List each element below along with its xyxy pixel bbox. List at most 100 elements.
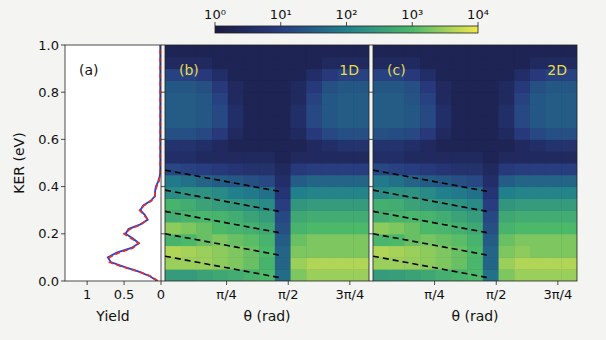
heat-cell (546, 187, 562, 199)
heat-cell (165, 45, 181, 57)
heat-cell (306, 269, 322, 281)
x-tick-label: π/2 (486, 287, 506, 302)
heat-cell (228, 92, 244, 104)
heat-cell (322, 234, 338, 246)
heat-cell (420, 222, 436, 234)
heat-cell (436, 45, 452, 57)
heat-cell (546, 92, 562, 104)
heat-cell (353, 269, 369, 281)
heat-cell (483, 210, 499, 222)
heat-cell (196, 80, 212, 92)
heat-cell (353, 163, 369, 175)
heat-cell (291, 198, 307, 210)
heat-cell (228, 175, 244, 187)
yield-line (109, 45, 160, 281)
heat-cell (483, 57, 499, 69)
plot-area (373, 45, 577, 281)
heat-cell (306, 104, 322, 116)
heat-cell (451, 92, 467, 104)
heat-cell (530, 175, 546, 187)
heat-cell (514, 69, 530, 81)
x-tick (124, 281, 125, 285)
heat-cell (546, 128, 562, 140)
heat-cell (338, 246, 354, 258)
heat-cell (196, 210, 212, 222)
heat-cell (451, 151, 467, 163)
yield-line (108, 45, 160, 281)
heat-cell (546, 45, 562, 57)
y-tick (161, 233, 165, 234)
heat-cell (483, 69, 499, 81)
heat-cell (306, 210, 322, 222)
heat-cell (546, 80, 562, 92)
heat-cell (467, 246, 483, 258)
fringe-line (165, 170, 279, 191)
heat-cell (338, 92, 354, 104)
heat-cell (165, 151, 181, 163)
heat-cell (243, 234, 259, 246)
heat-cell (291, 163, 307, 175)
heat-cell (243, 151, 259, 163)
heat-cell (196, 139, 212, 151)
heat-cell (196, 246, 212, 258)
heat-cell (467, 234, 483, 246)
heat-cell (561, 139, 577, 151)
heat-cell (404, 222, 420, 234)
heat-cell (181, 222, 197, 234)
heat-cell (451, 187, 467, 199)
heat-cell (420, 92, 436, 104)
heat-cell (353, 139, 369, 151)
heat-cell (561, 210, 577, 222)
x-axis-title: θ (rad) (243, 308, 290, 324)
heat-cell (451, 234, 467, 246)
heat-cell (389, 151, 405, 163)
plot-area (165, 45, 369, 281)
heat-cell (181, 198, 197, 210)
plot-frame (165, 45, 369, 281)
heat-cell (322, 69, 338, 81)
heat-cell (514, 151, 530, 163)
heat-cell (228, 104, 244, 116)
heat-cell (306, 187, 322, 199)
y-tick-label: 1.0 (38, 38, 59, 53)
heat-cell (181, 116, 197, 128)
heat-cell (530, 139, 546, 151)
heat-cell (353, 116, 369, 128)
heat-cell (436, 210, 452, 222)
heat-cell (212, 57, 228, 69)
panel-label: (b) (179, 62, 199, 78)
heat-cell (181, 80, 197, 92)
heat-cell (338, 175, 354, 187)
heat-cell (530, 269, 546, 281)
heat-cell (389, 198, 405, 210)
heat-cell (514, 57, 530, 69)
heat-cell (259, 210, 275, 222)
heat-cell (436, 234, 452, 246)
heat-cell (181, 175, 197, 187)
heat-cell (322, 210, 338, 222)
x-tick-label: 3π/4 (543, 287, 572, 302)
heat-cell (546, 175, 562, 187)
heat-cell (165, 269, 181, 281)
heat-cell (165, 92, 181, 104)
heat-cell (353, 45, 369, 57)
heat-cell (514, 163, 530, 175)
heat-cell (306, 69, 322, 81)
heat-cell (338, 116, 354, 128)
heat-cell (373, 222, 389, 234)
heat-cell (275, 69, 291, 81)
colorbar-tick (215, 22, 216, 26)
heat-cell (499, 175, 515, 187)
y-tick (161, 281, 165, 282)
heat-cell (483, 139, 499, 151)
heat-cell (243, 163, 259, 175)
heat-cell (291, 234, 307, 246)
heat-cell (165, 222, 181, 234)
heat-cell (467, 175, 483, 187)
y-tick (61, 186, 65, 187)
fringe-line (373, 256, 487, 277)
heat-cell (291, 116, 307, 128)
heat-cell (275, 116, 291, 128)
heat-cell (404, 269, 420, 281)
heat-cell (196, 151, 212, 163)
